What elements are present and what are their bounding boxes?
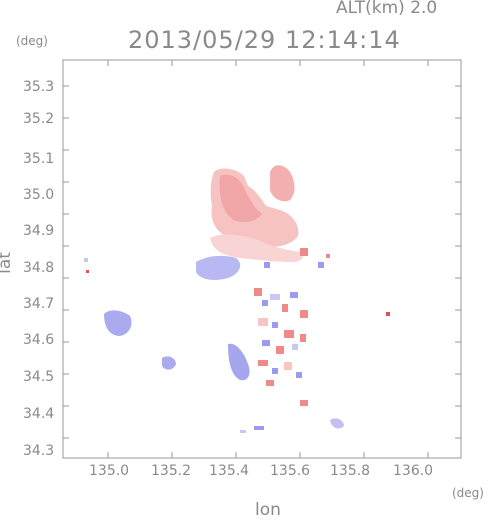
x-tick-label: 135.6 xyxy=(270,463,310,479)
y-tick-label: 34.7 xyxy=(23,296,54,312)
altitude-label: ALT(km) 2.0 xyxy=(336,0,438,18)
y-axis-unit: (deg) xyxy=(16,34,48,48)
echo-negative-south xyxy=(228,343,250,381)
y-tick-label: 35.1 xyxy=(23,151,54,167)
y-tick-label: 34.5 xyxy=(23,369,54,385)
x-tick-label: 136.0 xyxy=(393,463,433,479)
plot-frame xyxy=(62,59,462,459)
echo-positive-core xyxy=(219,174,262,222)
datetime-title: 2013/05/29 12:14:14 xyxy=(128,26,401,54)
x-tick-label: 135.8 xyxy=(330,463,370,479)
echo-negative-west xyxy=(196,255,241,280)
y-tick-label: 34.4 xyxy=(23,406,54,422)
y-tick-label: 34.3 xyxy=(23,443,54,459)
echo-positive-east xyxy=(270,165,295,202)
x-tick-label: 135.4 xyxy=(209,463,249,479)
echo-negative-small xyxy=(162,356,176,370)
y-tick-label: 34.9 xyxy=(23,223,54,239)
y-tick-label: 35.0 xyxy=(23,187,54,203)
y-tick-label: 35.3 xyxy=(23,79,54,95)
echo-speckle-column xyxy=(84,248,390,433)
x-axis-label: lon xyxy=(255,500,281,520)
echo-negative-se xyxy=(330,418,344,429)
x-tick-label: 135.0 xyxy=(89,463,129,479)
y-tick-label: 34.6 xyxy=(23,332,54,348)
y-ticks xyxy=(63,85,461,439)
x-tick-label: 135.2 xyxy=(151,463,191,479)
y-tick-label: 34.8 xyxy=(23,260,54,276)
echo-field xyxy=(84,165,390,433)
echo-negative-sw xyxy=(104,310,132,336)
x-ticks xyxy=(107,60,429,458)
echo-mixed-band xyxy=(210,234,303,262)
y-tick-label: 35.2 xyxy=(23,111,54,127)
x-axis-unit: (deg) xyxy=(452,486,484,500)
